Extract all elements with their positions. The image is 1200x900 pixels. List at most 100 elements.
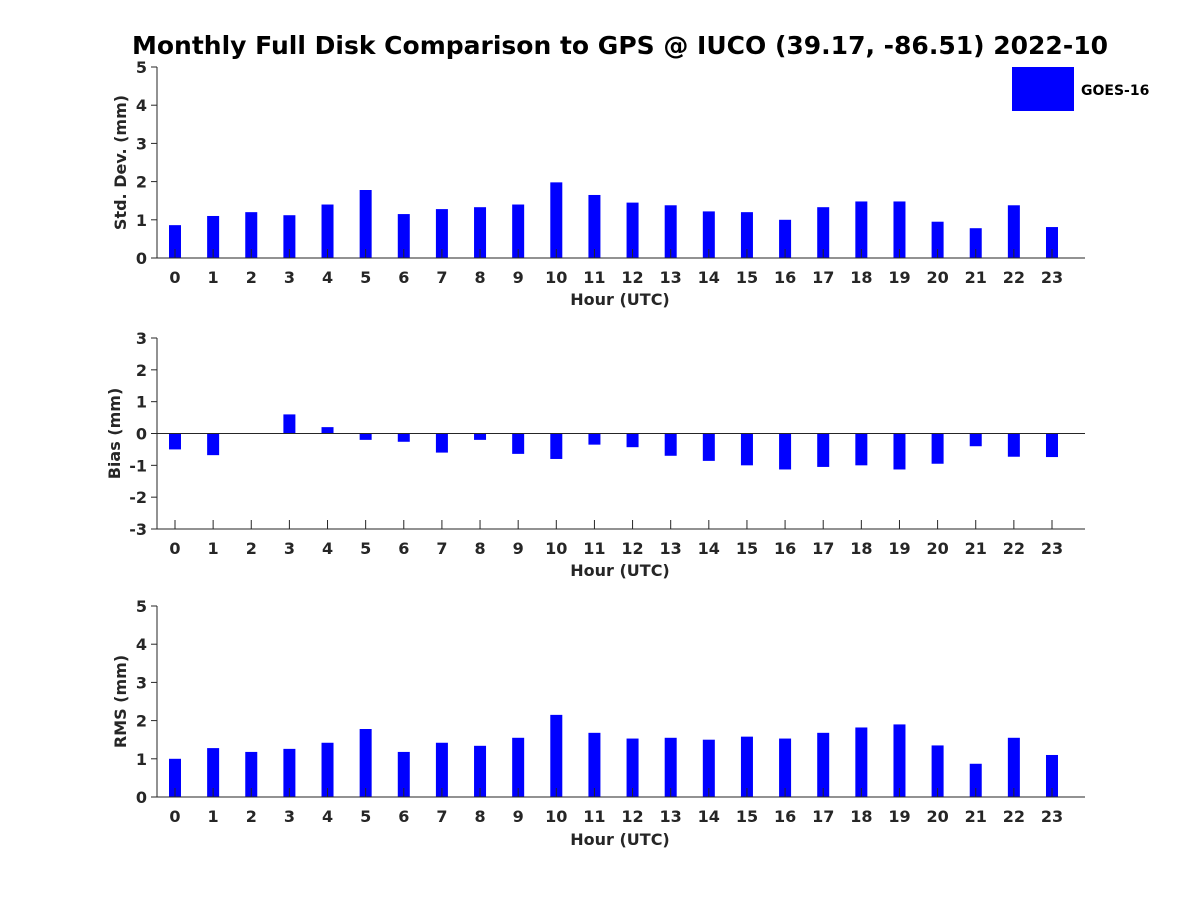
std-dev-bar-9 <box>512 204 525 258</box>
std-dev-xtick-label: 4 <box>322 268 333 287</box>
bias-bar-10 <box>550 433 563 459</box>
bias-xtick-label: 2 <box>246 539 257 558</box>
bias-xtick-label: 19 <box>888 539 910 558</box>
bias-bar-11 <box>588 433 601 445</box>
std-dev-xtick-label: 22 <box>1003 268 1025 287</box>
bias-xtick-label: 1 <box>208 539 219 558</box>
std-dev-bar-14 <box>702 211 715 258</box>
std-dev-bar-16 <box>779 219 792 258</box>
std-dev-bar-0 <box>169 225 181 258</box>
std-dev-bar-4 <box>321 204 334 258</box>
rms-xtick-label: 1 <box>208 807 219 826</box>
bias-xtick-label: 9 <box>513 539 524 558</box>
rms-xtick-label: 21 <box>965 807 987 826</box>
legend-label: GOES-16 <box>1081 83 1149 99</box>
std-dev-xtick-label: 12 <box>621 268 643 287</box>
rms-bar-7 <box>435 742 448 797</box>
std-dev-xtick-label: 17 <box>812 268 834 287</box>
rms-bar-15 <box>740 736 753 797</box>
bias-xtick-label: 20 <box>926 539 948 558</box>
std-dev-bar-13 <box>664 205 677 258</box>
std-dev-bar-11 <box>588 194 601 258</box>
std-dev-xtick-label: 11 <box>583 268 605 287</box>
rms-bar-22 <box>1007 737 1020 797</box>
rms-xtick-label: 4 <box>322 807 333 826</box>
std-dev-bar-6 <box>397 214 410 258</box>
bias-bar-0 <box>169 433 181 450</box>
std-dev-bar-18 <box>855 201 868 258</box>
bias-xtick-label: 4 <box>322 539 333 558</box>
std-dev-bar-15 <box>740 212 753 258</box>
rms-xtick-label: 11 <box>583 807 605 826</box>
rms-bar-18 <box>855 727 868 797</box>
std-dev-xtick-label: 6 <box>398 268 409 287</box>
std-dev-xtick-label: 14 <box>698 268 720 287</box>
bias-x-axis-label: Hour (UTC) <box>570 561 670 580</box>
bias-bar-6 <box>397 433 410 442</box>
rms-xtick-label: 8 <box>474 807 485 826</box>
bias-y-axis-label: Bias (mm) <box>105 388 124 480</box>
rms-bar-17 <box>817 732 830 797</box>
rms-bar-11 <box>588 732 601 797</box>
bias-xtick-label: 22 <box>1003 539 1025 558</box>
bias-bar-12 <box>626 433 639 448</box>
bias-bar-1 <box>207 433 220 456</box>
bias-bar-8 <box>474 433 487 440</box>
bias-bar-19 <box>893 433 906 470</box>
bias-bar-15 <box>740 433 753 466</box>
bias-bar-14 <box>702 433 715 461</box>
rms-xtick-label: 7 <box>436 807 447 826</box>
rms-xtick-label: 23 <box>1041 807 1063 826</box>
bias-xtick-label: 5 <box>360 539 371 558</box>
std-dev-bar-8 <box>474 207 487 258</box>
bias-xtick-label: 12 <box>621 539 643 558</box>
std-dev-xtick-label: 5 <box>360 268 371 287</box>
rms-bar-16 <box>779 738 792 797</box>
rms-ytick-label: 4 <box>136 635 147 654</box>
std-dev-bar-17 <box>817 207 830 258</box>
std-dev-x-axis-label: Hour (UTC) <box>570 290 670 309</box>
bias-ytick-label: 1 <box>136 393 147 412</box>
std-dev-xtick-label: 16 <box>774 268 796 287</box>
std-dev-bar-2 <box>245 212 258 258</box>
std-dev-ytick-label: 5 <box>136 58 147 77</box>
rms-xtick-label: 15 <box>736 807 758 826</box>
bias-xtick-label: 3 <box>284 539 295 558</box>
rms-bar-2 <box>245 751 258 797</box>
rms-xtick-label: 12 <box>621 807 643 826</box>
rms-bar-0 <box>169 758 181 797</box>
bias-ytick-label: 3 <box>136 329 147 348</box>
std-dev-bar-21 <box>969 228 982 258</box>
rms-ytick-label: 0 <box>136 788 147 807</box>
rms-bar-5 <box>359 729 372 797</box>
bias-xtick-label: 23 <box>1041 539 1063 558</box>
rms-bar-12 <box>626 738 639 797</box>
rms-xtick-label: 5 <box>360 807 371 826</box>
std-dev-xtick-label: 3 <box>284 268 295 287</box>
std-dev-bar-3 <box>283 215 296 258</box>
bias-bar-3 <box>283 414 296 434</box>
rms-bar-23 <box>1045 754 1058 797</box>
bias-bar-4 <box>321 427 334 434</box>
std-dev-ytick-label: 4 <box>136 96 147 115</box>
rms-bar-10 <box>550 714 563 797</box>
rms-xtick-label: 0 <box>169 807 180 826</box>
rms-xtick-label: 16 <box>774 807 796 826</box>
bias-bar-22 <box>1007 433 1020 457</box>
rms-x-axis-label: Hour (UTC) <box>570 830 670 849</box>
rms-bar-8 <box>474 745 487 797</box>
bias-xtick-label: 11 <box>583 539 605 558</box>
bias-bar-13 <box>664 433 677 456</box>
bias-bar-7 <box>435 433 448 453</box>
rms-bar-1 <box>207 748 220 797</box>
std-dev-bar-5 <box>359 190 372 258</box>
std-dev-bar-7 <box>435 209 448 258</box>
rms-ytick-label: 1 <box>136 750 147 769</box>
std-dev-ytick-label: 2 <box>136 173 147 192</box>
std-dev-bar-19 <box>893 201 906 258</box>
std-dev-xtick-label: 15 <box>736 268 758 287</box>
bias-bar-17 <box>817 433 830 467</box>
